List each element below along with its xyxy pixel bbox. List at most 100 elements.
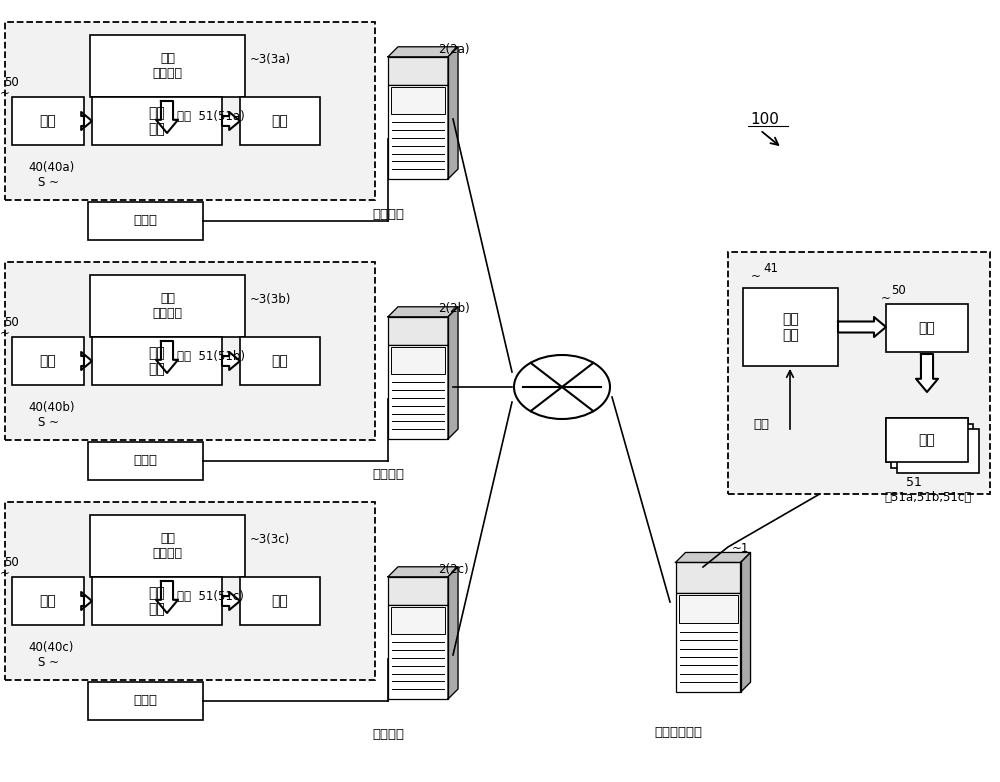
- Text: 识别
模型: 识别 模型: [149, 586, 165, 616]
- Text: ~3(3a): ~3(3a): [250, 52, 291, 66]
- Bar: [5, 502, 375, 680]
- Text: 2(2c): 2(2c): [438, 562, 469, 576]
- Text: 数据: 数据: [40, 594, 56, 608]
- Text: ~3(3c): ~3(3c): [250, 533, 290, 546]
- Text: 50: 50: [4, 77, 19, 89]
- Bar: [388, 57, 448, 85]
- Text: 模型生成装置: 模型生成装置: [654, 726, 702, 740]
- Text: ~: ~: [0, 566, 10, 579]
- Polygon shape: [222, 112, 240, 130]
- Text: 40(40b): 40(40b): [28, 401, 74, 414]
- Text: 51: 51: [906, 475, 922, 489]
- Text: 41: 41: [763, 261, 778, 274]
- Ellipse shape: [514, 355, 610, 419]
- Bar: [388, 317, 448, 346]
- Bar: [12, 577, 84, 625]
- Text: 学习装置: 学习装置: [372, 729, 404, 741]
- Polygon shape: [156, 101, 178, 133]
- Polygon shape: [81, 592, 92, 610]
- Bar: [88, 682, 203, 720]
- Bar: [388, 577, 448, 605]
- Polygon shape: [838, 317, 886, 337]
- Text: ~: ~: [751, 270, 761, 282]
- Bar: [897, 429, 979, 473]
- Text: 2(2b): 2(2b): [438, 303, 470, 315]
- Polygon shape: [388, 307, 458, 317]
- Text: （51a,51b,51c）: （51a,51b,51c）: [884, 490, 971, 504]
- Bar: [240, 577, 320, 625]
- Polygon shape: [222, 352, 240, 370]
- Bar: [886, 418, 968, 462]
- Polygon shape: [388, 567, 458, 577]
- Bar: [12, 97, 84, 145]
- Text: ~: ~: [881, 292, 891, 304]
- Text: 数据: 数据: [919, 321, 935, 335]
- Text: 构建  51(51a): 构建 51(51a): [177, 110, 245, 124]
- Bar: [90, 515, 245, 577]
- Text: 结果: 结果: [272, 354, 288, 368]
- Text: 50: 50: [4, 557, 19, 569]
- Bar: [391, 88, 445, 113]
- Bar: [388, 346, 448, 439]
- Bar: [676, 562, 740, 593]
- Polygon shape: [916, 354, 938, 392]
- Text: 数据: 数据: [40, 354, 56, 368]
- Text: S ~: S ~: [38, 657, 59, 669]
- Bar: [5, 262, 375, 440]
- Text: ~: ~: [0, 327, 10, 339]
- Bar: [5, 22, 375, 200]
- Bar: [728, 252, 990, 494]
- Text: ~: ~: [0, 87, 10, 99]
- Bar: [391, 608, 445, 633]
- Text: 构建  51(51c): 构建 51(51c): [177, 590, 244, 604]
- Polygon shape: [448, 47, 458, 179]
- Bar: [676, 593, 740, 692]
- Text: 识别
模型: 识别 模型: [149, 106, 165, 136]
- Bar: [88, 202, 203, 240]
- Polygon shape: [448, 307, 458, 439]
- Bar: [388, 605, 448, 699]
- Polygon shape: [81, 352, 92, 370]
- Text: 传感器: 传感器: [134, 214, 158, 228]
- Text: 结果: 结果: [272, 114, 288, 128]
- Text: 2(2a): 2(2a): [438, 42, 470, 56]
- Text: 学习装置: 学习装置: [372, 209, 404, 221]
- Polygon shape: [156, 581, 178, 613]
- Bar: [88, 442, 203, 480]
- Bar: [90, 35, 245, 97]
- Polygon shape: [740, 552, 750, 692]
- Bar: [678, 595, 738, 622]
- Text: 传感器: 传感器: [134, 454, 158, 468]
- Text: S ~: S ~: [38, 417, 59, 429]
- Bar: [240, 337, 320, 385]
- Bar: [886, 304, 968, 352]
- Bar: [92, 577, 222, 625]
- Bar: [391, 347, 445, 374]
- Text: 数据: 数据: [40, 114, 56, 128]
- Text: 本地
学习数据: 本地 学习数据: [152, 52, 182, 80]
- Text: 40(40c): 40(40c): [28, 641, 73, 655]
- Polygon shape: [81, 112, 92, 130]
- Text: 学习装置: 学习装置: [372, 468, 404, 482]
- Bar: [90, 275, 245, 337]
- Bar: [886, 418, 968, 462]
- Bar: [388, 85, 448, 179]
- Text: 训练: 训练: [753, 418, 769, 431]
- Text: 40(40a): 40(40a): [28, 162, 74, 174]
- Polygon shape: [156, 341, 178, 373]
- Text: ~3(3b): ~3(3b): [250, 292, 291, 306]
- Bar: [240, 97, 320, 145]
- Text: 50: 50: [891, 284, 906, 296]
- Text: 本地
学习数据: 本地 学习数据: [152, 532, 182, 560]
- Text: 生成
模型: 生成 模型: [782, 312, 799, 342]
- Bar: [92, 97, 222, 145]
- Text: 50: 50: [4, 317, 19, 329]
- Polygon shape: [676, 552, 750, 562]
- Bar: [892, 424, 973, 468]
- Text: 传感器: 传感器: [134, 694, 158, 708]
- Bar: [12, 337, 84, 385]
- Text: 本地
学习数据: 本地 学习数据: [152, 292, 182, 320]
- Polygon shape: [448, 567, 458, 699]
- Text: 100: 100: [750, 113, 779, 127]
- Bar: [92, 337, 222, 385]
